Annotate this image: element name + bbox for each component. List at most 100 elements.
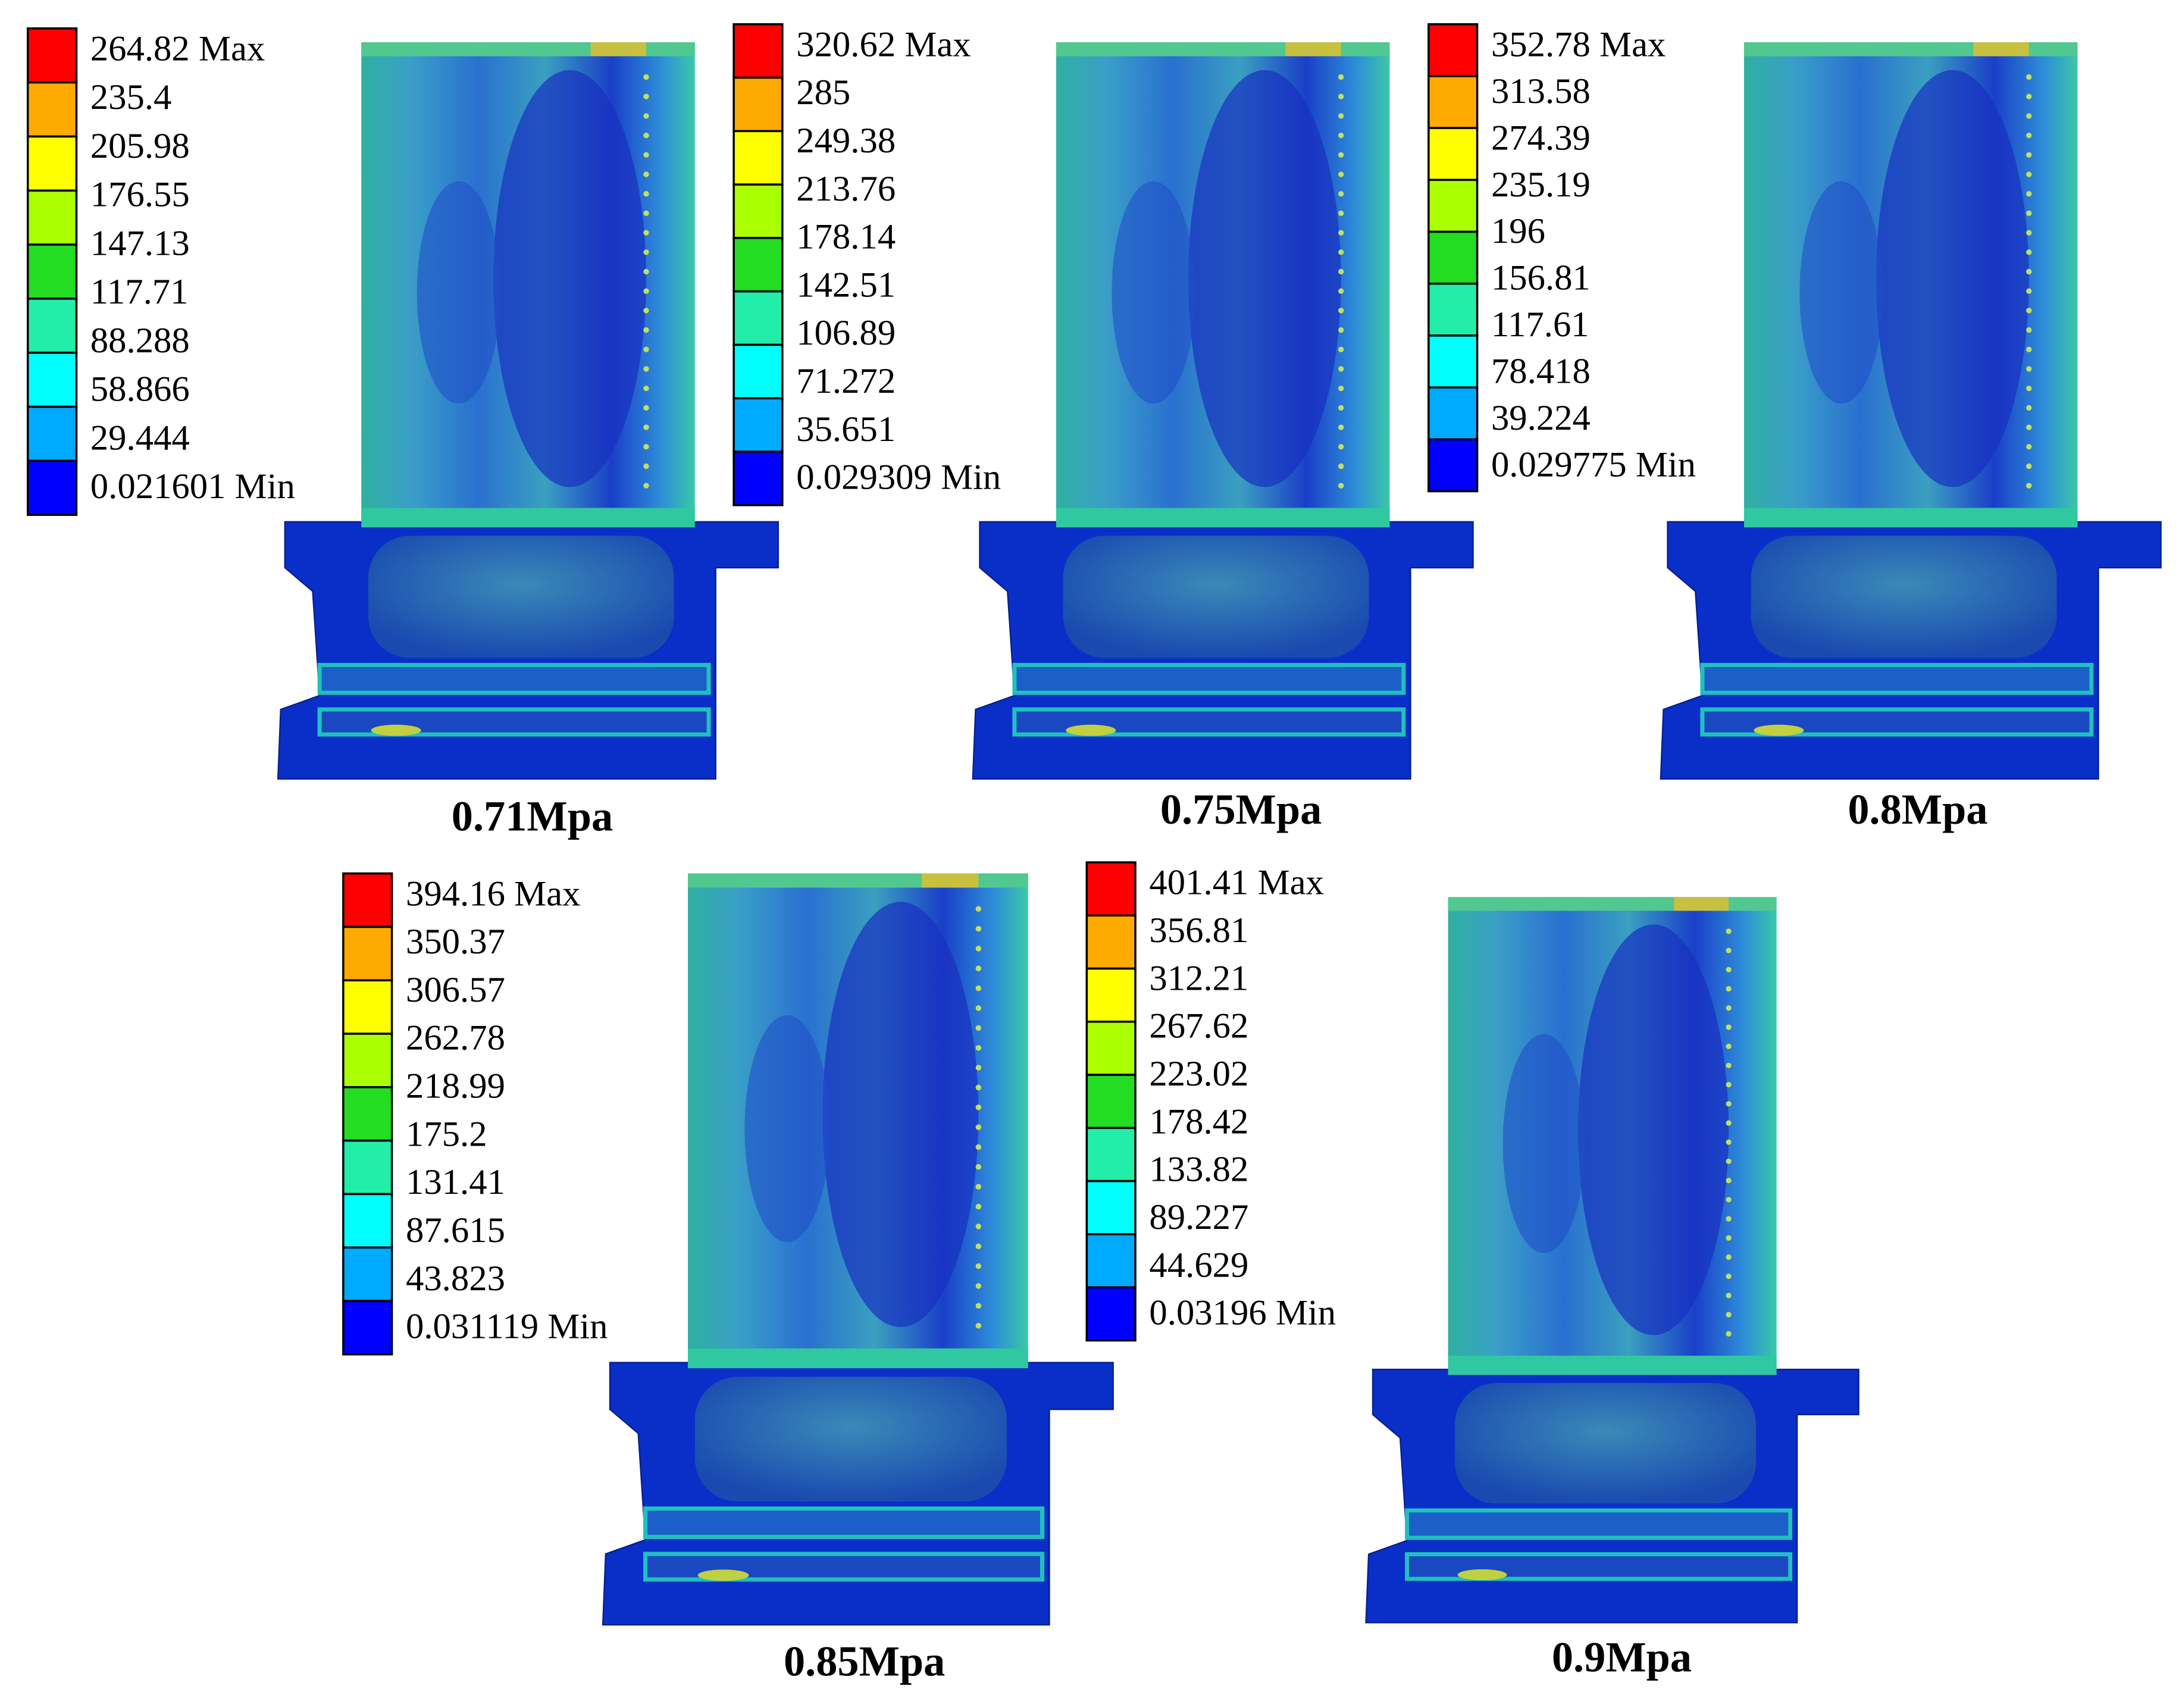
cooling-hole	[975, 1005, 982, 1011]
legend-label: 223.02	[1149, 1054, 1248, 1094]
pocket	[694, 1377, 1007, 1501]
cooling-hole	[1338, 132, 1344, 139]
pocket	[368, 536, 674, 658]
band	[1700, 662, 2094, 695]
legend-label: 133.82	[1149, 1150, 1248, 1190]
legend-swatch	[26, 189, 78, 246]
fillet	[1056, 508, 1390, 528]
legend-swatch	[1427, 334, 1479, 389]
legend-label: 196	[1491, 211, 1545, 251]
cooling-hole	[643, 385, 649, 392]
cooling-hole	[2026, 190, 2032, 197]
legend-label: 264.82 Max	[90, 29, 265, 68]
legend-label: 78.418	[1491, 352, 1591, 392]
legend-swatch	[1085, 1233, 1137, 1288]
legend-swatch	[732, 397, 784, 453]
legend-label: 35.651	[796, 409, 896, 449]
cooling-hole	[975, 1263, 982, 1269]
legend-label: 156.81	[1491, 258, 1591, 298]
fillet	[361, 508, 695, 528]
cooling-hole	[2026, 346, 2032, 352]
legend-label: 147.13	[90, 223, 190, 263]
cooling-hole	[1338, 366, 1344, 372]
cooling-hole	[1726, 1331, 1732, 1337]
cooling-hole	[2026, 308, 2032, 314]
legend-label: 142.51	[796, 265, 896, 305]
legend-label: 285	[796, 73, 850, 112]
legend-label: 176.55	[90, 175, 190, 215]
blade	[1365, 897, 1859, 1623]
cooling-hole	[2026, 93, 2032, 99]
cooling-hole	[975, 906, 982, 912]
cooling-hole	[975, 965, 982, 972]
cooling-hole	[1338, 308, 1344, 314]
cooling-hole	[1338, 463, 1344, 470]
low-stress-zone	[493, 70, 646, 487]
blade	[972, 42, 1474, 780]
fillet	[1744, 508, 2078, 528]
cooling-hole	[643, 152, 649, 158]
hot-spot	[1285, 42, 1341, 57]
cooling-hole	[2026, 327, 2032, 333]
low-stress-zone	[822, 902, 979, 1327]
legend-label: 0.029309 Min	[796, 458, 1001, 498]
legend-label: 89.227	[1149, 1197, 1248, 1237]
legend-swatch	[732, 183, 784, 239]
blade	[602, 873, 1114, 1626]
caption: 0.71Mpa	[452, 792, 613, 840]
cooling-hole	[975, 1124, 982, 1130]
legend-swatch	[732, 76, 784, 133]
cooling-hole	[1726, 1177, 1732, 1184]
cooling-hole	[643, 93, 649, 99]
cooling-hole	[2026, 463, 2032, 470]
cooling-hole	[2026, 366, 2032, 372]
cooling-hole	[1726, 1005, 1732, 1011]
legend-swatch	[342, 1300, 393, 1356]
blade	[1660, 42, 2162, 780]
cooling-hole	[975, 1224, 982, 1230]
legend-label: 29.444	[90, 418, 190, 458]
legend-label: 131.41	[406, 1162, 505, 1202]
legend-label: 267.62	[1149, 1006, 1248, 1046]
caption: 0.8Mpa	[1848, 785, 1987, 833]
legend-swatch	[1427, 23, 1479, 77]
legend-swatch	[26, 81, 78, 138]
pocket	[1063, 536, 1369, 658]
cooling-hole	[1338, 385, 1344, 392]
cooling-hole	[643, 210, 649, 217]
cooling-hole	[1338, 424, 1344, 430]
legend-label: 71.272	[796, 361, 896, 401]
legend-swatch	[732, 23, 784, 79]
legend-label: 306.57	[406, 970, 505, 1010]
legend-label: 106.89	[796, 313, 896, 353]
legend-swatch	[26, 405, 78, 462]
legend-swatch	[26, 243, 78, 300]
cooling-hole	[975, 1322, 982, 1329]
cooling-hole	[1338, 444, 1344, 450]
legend-swatch	[1427, 127, 1479, 182]
hot-spot	[922, 873, 979, 888]
cooling-hole	[975, 1243, 982, 1249]
hot-spot	[1754, 724, 1804, 736]
fillet	[688, 1348, 1028, 1369]
cooling-hole	[975, 1144, 982, 1150]
caption: 0.75Mpa	[1160, 785, 1322, 833]
cooling-hole	[1338, 327, 1344, 333]
legend-swatch	[342, 1193, 393, 1249]
cooling-hole	[643, 113, 649, 119]
legend-swatch	[342, 1139, 393, 1196]
legend-label: 235.19	[1491, 165, 1591, 205]
band	[643, 1506, 1045, 1540]
legend-label: 313.58	[1491, 71, 1591, 111]
legend-label: 0.031119 Min	[406, 1307, 608, 1347]
legend-label: 312.21	[1149, 958, 1248, 998]
legend-label: 356.81	[1149, 911, 1248, 950]
low-stress-zone	[1112, 181, 1195, 404]
legend-swatch	[1085, 1180, 1137, 1235]
cooling-hole	[643, 424, 649, 430]
pocket	[1455, 1383, 1757, 1504]
cooling-hole	[1726, 1235, 1732, 1241]
cooling-hole	[975, 1203, 982, 1210]
cooling-hole	[2026, 152, 2032, 158]
cooling-hole	[1726, 1293, 1732, 1299]
